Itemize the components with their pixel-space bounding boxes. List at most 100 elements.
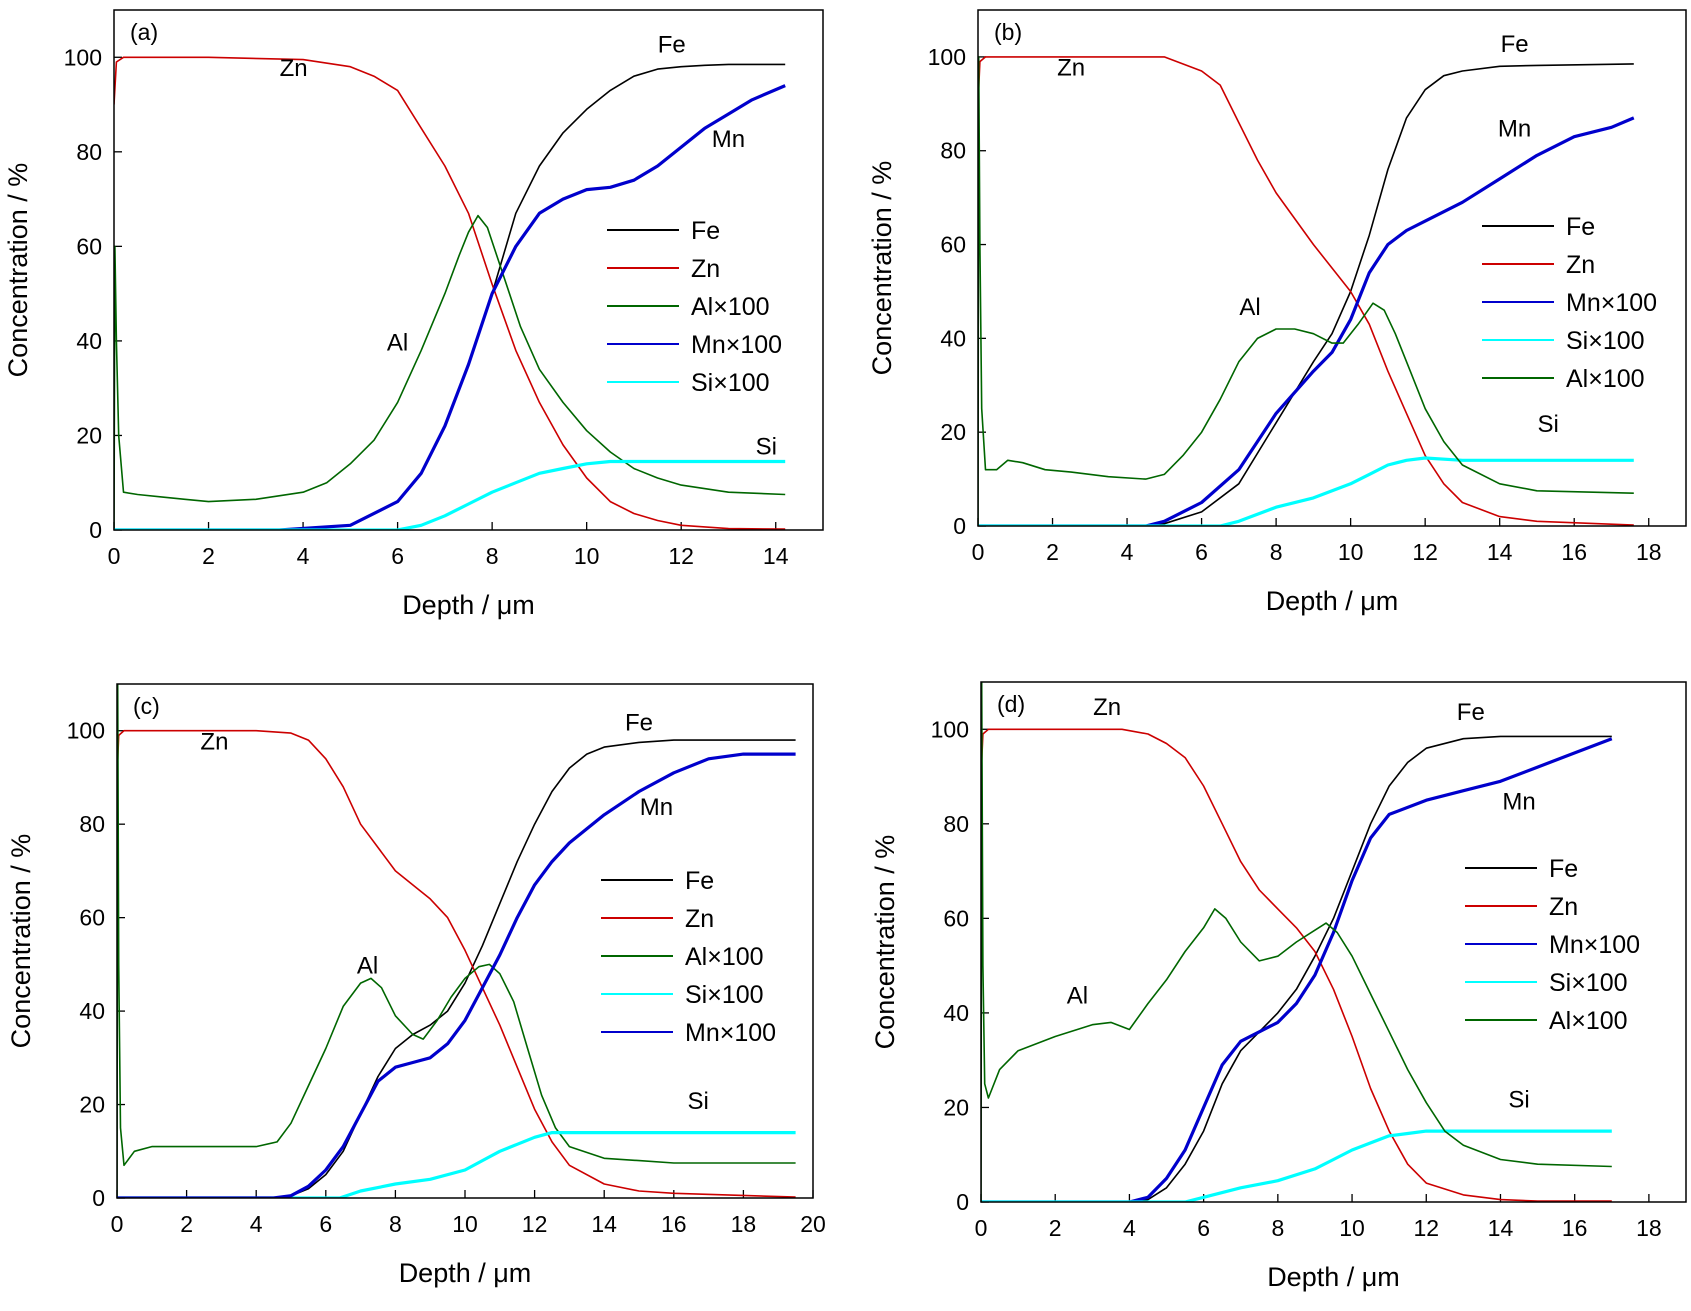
legend: Fe Zn Mn×100 Si×100 Al×100 — [1482, 213, 1657, 393]
legend-entry: Fe — [691, 217, 720, 245]
panel-label: (d) — [997, 691, 1025, 717]
series-line — [978, 56, 1634, 526]
series-line — [114, 56, 786, 530]
x-tick-label: 12 — [522, 1211, 548, 1237]
plot-frame — [113, 9, 824, 531]
legend-entry: Al×100 — [691, 293, 770, 321]
y-tick-label: 40 — [940, 325, 966, 351]
series-line — [117, 684, 796, 1198]
y-tick-label: 60 — [940, 232, 966, 258]
y-tick-label: 80 — [76, 139, 102, 165]
series-line — [117, 729, 796, 1198]
x-tick-label: 16 — [1562, 1215, 1588, 1241]
series-group — [117, 684, 796, 1198]
legend-entry: Al×100 — [685, 943, 764, 971]
series-line — [981, 1129, 1612, 1202]
x-axis-title: Depth / μm — [1267, 1262, 1400, 1292]
x-tick-label: 8 — [486, 543, 499, 569]
y-tick-label: 100 — [67, 718, 105, 744]
y-tick-label: 20 — [943, 1094, 969, 1120]
x-tick-label: 14 — [1488, 1215, 1514, 1241]
curve-annotation: Zn — [1093, 694, 1121, 721]
y-tick-label: 20 — [76, 422, 102, 448]
x-tick-label: 2 — [202, 543, 215, 569]
x-tick-label: 10 — [452, 1211, 478, 1237]
curve-annotation: Al — [357, 953, 378, 980]
x-tick-label: 8 — [389, 1211, 402, 1237]
legend-entry: Si×100 — [1566, 327, 1645, 355]
legend-entry: Si×100 — [1549, 969, 1628, 997]
x-tick-label: 14 — [1487, 539, 1513, 565]
x-tick-label: 18 — [1636, 539, 1662, 565]
x-tick-label: 18 — [731, 1211, 757, 1237]
y-tick-label: 80 — [79, 811, 105, 837]
x-tick-label: 20 — [800, 1211, 826, 1237]
y-tick-label: 100 — [928, 44, 966, 70]
legend-entry: Zn — [1566, 251, 1595, 279]
x-tick-label: 16 — [1561, 539, 1587, 565]
x-axis-title: Depth / μm — [402, 590, 535, 620]
x-tick-label: 6 — [319, 1211, 332, 1237]
chart-panel-d: 0 2 4 6 8 10 12 14 16 18 0 20 40 60 80 100 (d) Zn Fe Mn Al Si… — [870, 681, 1687, 1292]
curve-annotation: Al — [387, 329, 408, 356]
legend-entry: Al×100 — [1549, 1007, 1628, 1035]
x-tick-label: 4 — [1121, 539, 1134, 565]
panel-label: (c) — [133, 693, 160, 719]
series-line — [117, 1130, 796, 1198]
x-tick-label: 0 — [108, 543, 121, 569]
chart-panel-c: 0 2 4 6 8 10 12 14 16 18 20 0 20 40 60 80 100 (c) Zn Fe Mn Al… — [6, 683, 826, 1288]
series-line — [114, 214, 786, 530]
y-tick-label: 100 — [931, 716, 969, 742]
x-tick-label: 6 — [391, 543, 404, 569]
legend-entry: Fe — [1566, 213, 1595, 241]
y-axis-title: Concentration / % — [3, 163, 33, 378]
x-tick-label: 14 — [591, 1211, 617, 1237]
series-line — [978, 456, 1634, 526]
y-tick-label: 100 — [64, 44, 102, 70]
legend-entry: Fe — [1549, 855, 1578, 883]
curve-annotation: Mn — [712, 126, 745, 153]
x-tick-label: 0 — [975, 1215, 988, 1241]
series-line — [117, 739, 796, 1198]
x-tick-label: 6 — [1197, 1215, 1210, 1241]
legend-entry: Fe — [685, 867, 714, 895]
x-tick-label: 12 — [1413, 1215, 1439, 1241]
x-tick-label: 10 — [1339, 1215, 1365, 1241]
y-tick-label: 40 — [76, 328, 102, 354]
x-tick-label: 2 — [1046, 539, 1059, 565]
legend-entry: Si×100 — [691, 369, 770, 397]
curve-annotation: Mn — [1498, 116, 1531, 143]
x-tick-label: 12 — [668, 543, 694, 569]
x-axis-title: Depth / μm — [1266, 586, 1399, 616]
series-line — [978, 56, 1634, 526]
series-group — [981, 682, 1613, 1202]
x-tick-label: 8 — [1271, 1215, 1284, 1241]
legend-entry: Si×100 — [685, 981, 764, 1009]
x-tick-label: 10 — [574, 543, 600, 569]
x-tick-label: 14 — [763, 543, 789, 569]
legend-entry: Zn — [685, 905, 714, 933]
panel-label: (a) — [130, 19, 158, 45]
x-tick-label: 8 — [1270, 539, 1283, 565]
y-tick-label: 80 — [943, 811, 969, 837]
legend: Fe Zn Al×100 Si×100 Mn×100 — [601, 867, 776, 1047]
legend-entry: Al×100 — [1566, 365, 1645, 393]
series-line — [981, 728, 1612, 1202]
series-line — [114, 84, 786, 530]
curve-annotation: Fe — [658, 32, 686, 59]
legend-entry: Mn×100 — [685, 1019, 776, 1047]
legend: Fe Zn Mn×100 Si×100 Al×100 — [1465, 855, 1640, 1035]
y-tick-label: 40 — [79, 998, 105, 1024]
series-line — [117, 752, 796, 1198]
curve-annotation: Al — [1239, 294, 1260, 321]
y-tick-label: 0 — [89, 517, 102, 543]
curve-annotation: Mn — [1502, 789, 1535, 816]
curve-annotation: Si — [756, 433, 777, 460]
plot-frame — [980, 681, 1687, 1203]
curve-annotation: Zn — [1057, 55, 1085, 82]
x-tick-label: 6 — [1195, 539, 1208, 565]
series-group — [978, 56, 1635, 526]
panel-label: (b) — [994, 19, 1022, 45]
x-tick-label: 2 — [1049, 1215, 1062, 1241]
